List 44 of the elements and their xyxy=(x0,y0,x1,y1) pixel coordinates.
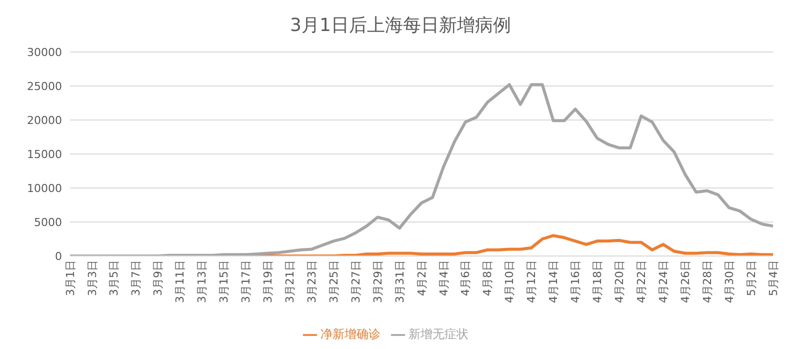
x-tick-label: 4月28日 xyxy=(700,260,714,303)
x-tick-label: 4月2日 xyxy=(415,260,428,296)
x-tick-label: 3月9日 xyxy=(152,260,165,296)
y-tick-label: 0 xyxy=(55,250,62,263)
y-tick-label: 5000 xyxy=(34,216,62,229)
x-tick-label: 4月30日 xyxy=(722,260,736,303)
y-tick-label: 15000 xyxy=(27,148,62,161)
x-tick-label: 4月10日 xyxy=(503,260,516,303)
x-tick-label: 4月4日 xyxy=(437,260,450,296)
x-tick-label: 3月13日 xyxy=(196,260,209,303)
x-tick-label: 4月14日 xyxy=(547,260,560,303)
x-tick-label: 3月15日 xyxy=(218,260,231,303)
x-tick-label: 5月4日 xyxy=(766,260,780,296)
x-tick-label: 4月18日 xyxy=(591,260,604,303)
x-tick-label: 4月22日 xyxy=(634,260,648,303)
legend-label: 新增无症状 xyxy=(408,327,468,341)
legend-label: 净新增确诊 xyxy=(320,327,380,341)
y-tick-label: 10000 xyxy=(27,182,62,195)
x-tick-label: 3月27日 xyxy=(349,260,362,303)
x-tick-label: 4月6日 xyxy=(459,260,472,296)
x-tick-label: 4月20日 xyxy=(613,260,626,303)
x-tick-label: 3月7日 xyxy=(130,260,143,296)
x-tick-label: 5月2日 xyxy=(744,260,758,296)
x-tick-label: 3月17日 xyxy=(240,260,253,303)
x-tick-label: 3月31日 xyxy=(393,260,406,303)
line-series xyxy=(68,83,774,256)
chart-title: 3月1日后上海每日新增病例 xyxy=(289,14,512,38)
y-tick-label: 25000 xyxy=(27,80,62,93)
y-tick-label: 30000 xyxy=(27,46,62,59)
x-tick-label: 3月1日 xyxy=(64,260,77,296)
x-tick-label: 3月3日 xyxy=(86,260,99,296)
x-tick-label: 4月12日 xyxy=(525,260,538,303)
x-tick-label: 3月25日 xyxy=(327,260,340,303)
x-tick-label: 4月16日 xyxy=(569,260,582,303)
x-tick-label: 3月21日 xyxy=(283,260,296,303)
x-tick-label: 3月29日 xyxy=(371,260,384,303)
x-tick-label: 3月23日 xyxy=(305,260,318,303)
x-tick-label: 4月26日 xyxy=(678,260,692,303)
x-tick-label: 3月11日 xyxy=(174,260,187,303)
y-tick-label: 20000 xyxy=(27,114,62,127)
x-tick-label: 4月8日 xyxy=(481,260,494,296)
x-tick-label: 4月24日 xyxy=(656,260,670,303)
x-tick-label: 3月5日 xyxy=(108,260,121,296)
x-tick-label: 3月19日 xyxy=(262,260,275,303)
